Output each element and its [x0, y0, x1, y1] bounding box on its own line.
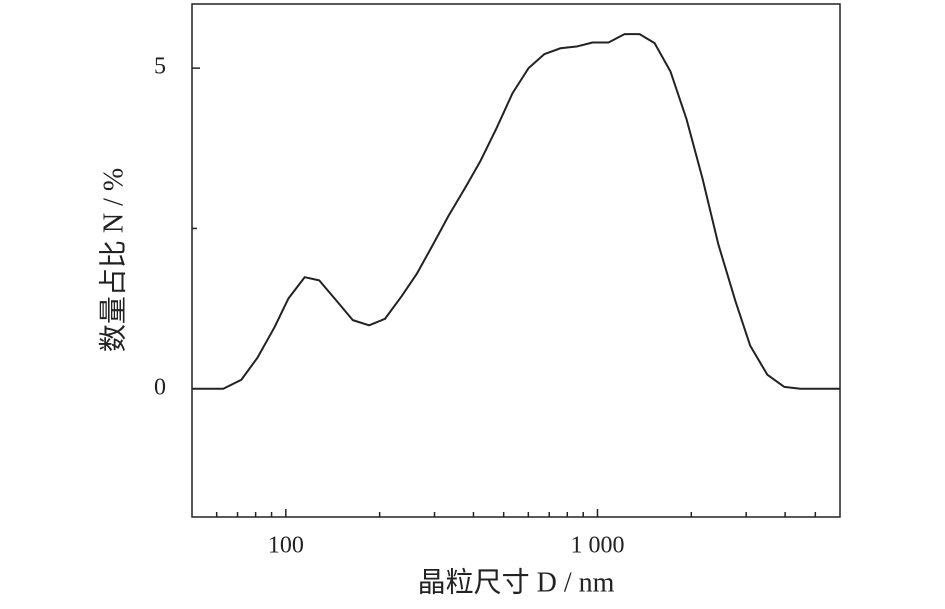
- x-axis-title: 晶粒尺寸 D / nm: [418, 566, 615, 598]
- y-axis-title: 数量占比 N / %: [97, 168, 129, 352]
- y-tick-label: 5: [154, 54, 166, 80]
- data-line: [192, 33, 840, 390]
- x-tick-label: 100: [268, 533, 304, 559]
- plot-frame: [191, 3, 841, 518]
- x-tick-label: 1 000: [570, 533, 624, 559]
- y-tick-label: 0: [154, 374, 166, 400]
